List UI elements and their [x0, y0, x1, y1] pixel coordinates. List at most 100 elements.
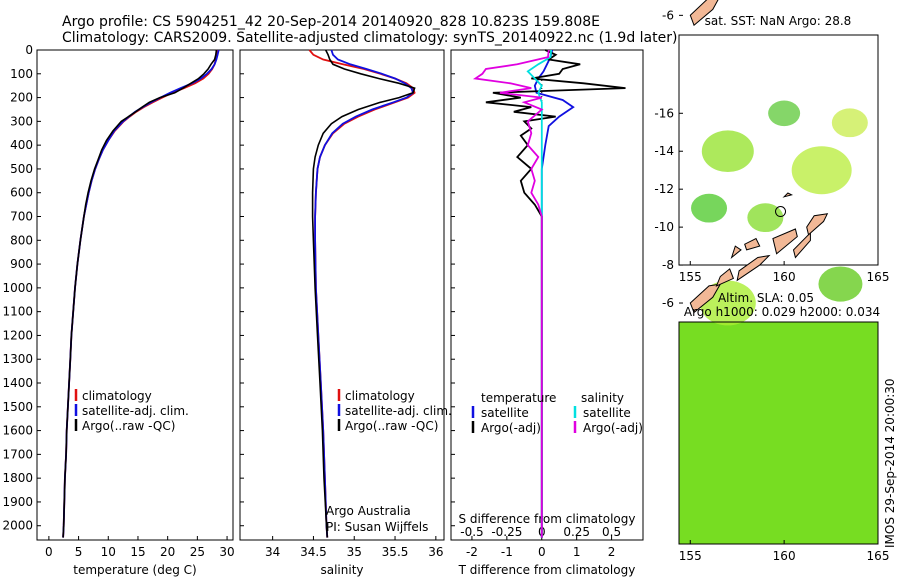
y-tick-label: -12 — [654, 182, 674, 196]
y-tick-label: -6 — [662, 296, 674, 310]
legend-header-salinity: salinity — [581, 391, 624, 405]
x-tick-label: 35 — [347, 545, 362, 559]
island — [772, 228, 798, 255]
y-tick-label: 900 — [10, 257, 33, 271]
island — [782, 192, 794, 198]
x-tick-label: 34.5 — [300, 545, 327, 559]
x-tick-label: 2 — [608, 545, 616, 559]
y-tick-label: 1600 — [2, 424, 33, 438]
y-tick-label: -16 — [654, 106, 674, 120]
x-tick-label: 0 — [538, 545, 546, 559]
salinity-panel: 34 34.5 35 35.5 36 salinity climatologysatelli… — [239, 49, 452, 577]
sla-title: Altim. SLA: 0.05 — [718, 291, 814, 305]
x-tick-label: 25 — [190, 545, 205, 559]
y-tick-label: 1700 — [2, 447, 33, 461]
x-tick-label: 20 — [160, 545, 175, 559]
x-tick-label: 10 — [101, 545, 116, 559]
x-tick-label: -2 — [466, 545, 478, 559]
map-frame — [678, 321, 879, 545]
legend-label: satellite — [481, 406, 529, 420]
sla-background — [679, 322, 878, 544]
y-tick-label: 700 — [10, 210, 33, 224]
y-tick-label: 600 — [10, 186, 33, 200]
x-axis-label: salinity — [320, 563, 363, 577]
x-tick-label: 165 — [867, 549, 890, 563]
sla-anomaly-patch — [747, 203, 784, 233]
y-tick-label: -14 — [654, 144, 674, 158]
temperature-panel: 0100200300400500600700800900100011001200… — [2, 43, 234, 577]
legend-label: Argo(-adj) — [481, 421, 541, 435]
legend-label: satellite — [583, 406, 631, 420]
y-tick-label: -10 — [654, 220, 674, 234]
map-frame — [678, 34, 879, 266]
series-line-s-argo-adj- — [472, 49, 550, 538]
y-tick-label: 1100 — [2, 305, 33, 319]
island — [689, 283, 722, 314]
argo-height-title: Argo h1000: 0.029 h2000: 0.034 — [684, 305, 880, 319]
s-tick-label: 0.25 — [563, 525, 590, 539]
legend-label: Argo(..raw -QC) — [82, 419, 175, 433]
x-tick-label: 30 — [219, 545, 234, 559]
x-tick-label: 160 — [773, 270, 796, 284]
y-tick-label: 500 — [10, 162, 33, 176]
sla-anomaly-patch — [768, 100, 801, 127]
x-tick-label: 165 — [867, 270, 890, 284]
sla-anomaly-patch — [691, 193, 728, 223]
y-tick-label: 1800 — [2, 471, 33, 485]
x-axis-label: temperature (deg C) — [73, 563, 196, 577]
legend-label: Argo(-adj) — [583, 421, 643, 435]
title-line1: Argo profile: CS 5904251_42 20-Sep-2014 … — [62, 14, 600, 30]
x-tick-label: -1 — [501, 545, 513, 559]
y-tick-label: 2000 — [2, 519, 33, 533]
y-tick-label: 200 — [10, 91, 33, 105]
imos-timestamp: IMOS 29-Sep-2014 20:00:30 — [883, 378, 897, 548]
x-tick-label: 15 — [130, 545, 145, 559]
plot-frame — [239, 49, 445, 541]
x-tick-label: 155 — [679, 549, 702, 563]
y-tick-label: 1400 — [2, 376, 33, 390]
x-tick-label: 0 — [45, 545, 53, 559]
credit-line2: PI: Susan Wijffels — [326, 520, 428, 534]
legend-label: Argo(..raw -QC) — [345, 419, 438, 433]
x-axis-label: T difference from climatology — [458, 563, 636, 577]
title-line2: Climatology: CARS2009. Satellite-adjuste… — [62, 30, 678, 46]
sla-map: 155 160 165 -6 -8 -10 -12 -14 -16 Altim. SLA: 0.0… — [654, 100, 889, 563]
s-tick-label: -0.5 — [460, 525, 483, 539]
x-tick-label: 155 — [679, 270, 702, 284]
sla-anomaly-patch — [831, 108, 868, 138]
y-tick-label: -8 — [662, 258, 674, 272]
island — [715, 268, 735, 287]
sst-title: sat. SST: NaN Argo: 28.8 — [705, 14, 852, 28]
y-tick-label: -6 — [662, 8, 674, 22]
legend-label: satellite-adj. clim. — [82, 404, 189, 418]
difference-panel: -2 -1 0 1 2-0.5 -0.25 0 0.25 0.5S difference fro… — [450, 49, 644, 577]
series-line-argo-raw-qc- — [62, 49, 218, 538]
island — [730, 245, 742, 259]
sla-anomaly-patch — [791, 146, 852, 195]
y-tick-label: 1900 — [2, 495, 33, 509]
island — [806, 213, 829, 236]
y-tick-label: 1300 — [2, 352, 33, 366]
plot-frame — [450, 49, 644, 541]
y-tick-label: 300 — [10, 114, 33, 128]
legend-label: climatology — [345, 389, 415, 403]
y-tick-label: 1500 — [2, 400, 33, 414]
island — [736, 254, 771, 282]
sla-anomaly-patch — [818, 266, 863, 302]
y-tick-label: 0 — [25, 43, 33, 57]
y-tick-label: 800 — [10, 233, 33, 247]
legend-header-temperature: temperature — [481, 391, 556, 405]
y-tick-label: 1000 — [2, 281, 33, 295]
x-tick-label: 160 — [773, 549, 796, 563]
x-tick-label: 36 — [428, 545, 443, 559]
plot-frame — [36, 49, 234, 541]
legend-label: climatology — [82, 389, 152, 403]
x-tick-label: 35.5 — [382, 545, 409, 559]
y-tick-label: 400 — [10, 138, 33, 152]
x-tick-label: 34 — [265, 545, 280, 559]
s-axis-label: S difference from climatology — [459, 512, 636, 526]
credit-line1: Argo Australia — [326, 504, 411, 518]
x-tick-label: 1 — [573, 545, 581, 559]
